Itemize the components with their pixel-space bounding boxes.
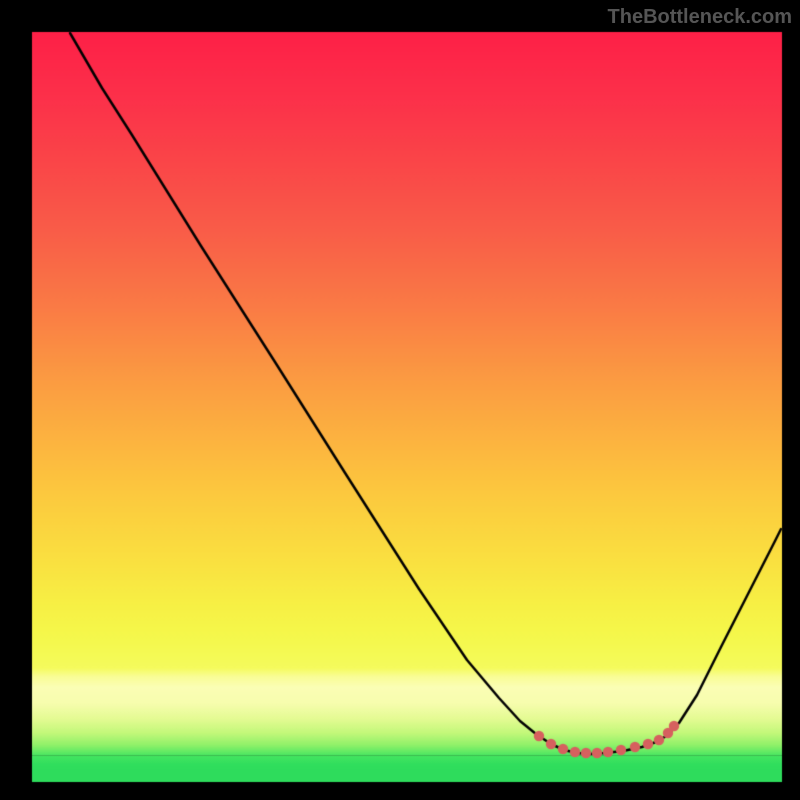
bottleneck-curve: [0, 0, 800, 800]
chart-stage: TheBottleneck.com: [0, 0, 800, 800]
